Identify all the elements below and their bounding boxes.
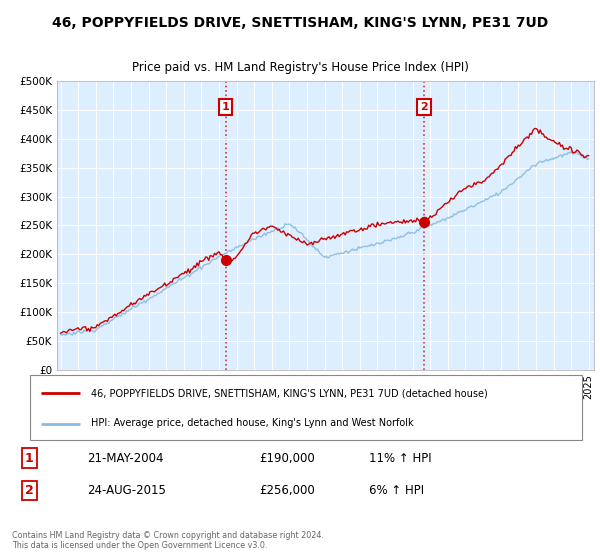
Text: 6% ↑ HPI: 6% ↑ HPI <box>369 484 424 497</box>
Text: 2: 2 <box>420 102 428 112</box>
Text: £190,000: £190,000 <box>260 451 316 465</box>
Text: 21-MAY-2004: 21-MAY-2004 <box>87 451 163 465</box>
Text: 24-AUG-2015: 24-AUG-2015 <box>87 484 166 497</box>
Text: 2: 2 <box>25 484 34 497</box>
Text: 1: 1 <box>222 102 230 112</box>
Text: 11% ↑ HPI: 11% ↑ HPI <box>369 451 432 465</box>
Text: Contains HM Land Registry data © Crown copyright and database right 2024.
This d: Contains HM Land Registry data © Crown c… <box>12 531 324 550</box>
Text: 1: 1 <box>25 451 34 465</box>
Text: Price paid vs. HM Land Registry's House Price Index (HPI): Price paid vs. HM Land Registry's House … <box>131 61 469 74</box>
Text: HPI: Average price, detached house, King's Lynn and West Norfolk: HPI: Average price, detached house, King… <box>91 418 413 428</box>
Text: 46, POPPYFIELDS DRIVE, SNETTISHAM, KING'S LYNN, PE31 7UD: 46, POPPYFIELDS DRIVE, SNETTISHAM, KING'… <box>52 16 548 30</box>
Text: 46, POPPYFIELDS DRIVE, SNETTISHAM, KING'S LYNN, PE31 7UD (detached house): 46, POPPYFIELDS DRIVE, SNETTISHAM, KING'… <box>91 388 487 398</box>
FancyBboxPatch shape <box>30 375 582 440</box>
Text: £256,000: £256,000 <box>260 484 316 497</box>
